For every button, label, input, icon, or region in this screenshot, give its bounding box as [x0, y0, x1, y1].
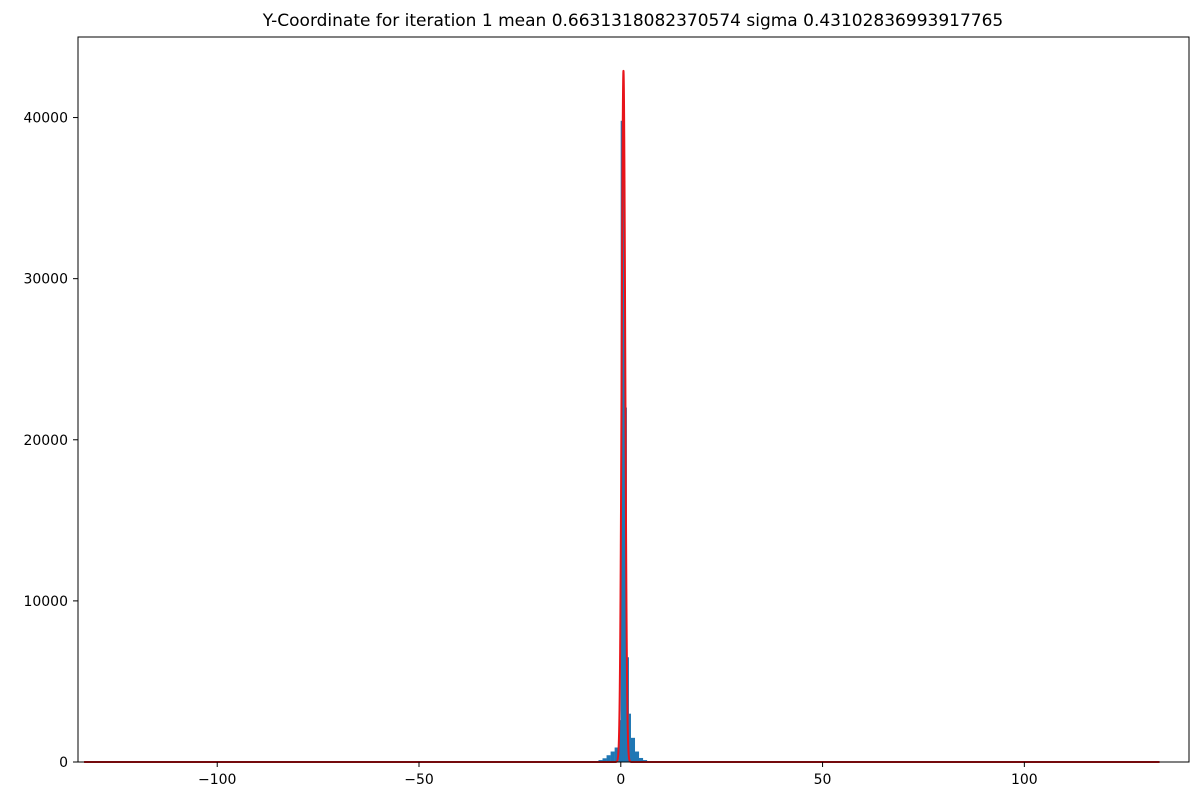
- histogram-bar-11: [630, 737, 636, 762]
- plot-frame: [77, 36, 1190, 763]
- y-axis: 0 10000 20000 30000 40000: [23, 111, 78, 771]
- x-tick-label-3: 50: [814, 772, 832, 788]
- histogram-bar-2: [602, 758, 607, 762]
- histogram-bar-12: [634, 751, 640, 762]
- x-tick-label-2: 0: [616, 772, 625, 788]
- histogram-bar-8: [622, 407, 627, 762]
- y-tick-label-1: 10000: [23, 594, 68, 610]
- histogram-bar-13: [638, 757, 644, 762]
- x-tick-label-0: −100: [198, 772, 236, 788]
- x-tick-label-4: 100: [1011, 772, 1038, 788]
- y-tick-label-2: 20000: [23, 433, 68, 449]
- histogram-bar-3: [606, 755, 611, 762]
- histogram-bar-5: [614, 747, 619, 762]
- x-tick-label-1: −50: [404, 772, 434, 788]
- y-tick-label-0: 0: [59, 755, 68, 771]
- histogram-bar-4: [610, 751, 615, 762]
- y-tick-label-3: 30000: [23, 272, 68, 288]
- chart-title: Y-Coordinate for iteration 1 mean 0.6631…: [262, 11, 1003, 31]
- y-tick-label-4: 40000: [23, 111, 68, 127]
- x-axis: −100 −50 0 50 100: [198, 762, 1038, 788]
